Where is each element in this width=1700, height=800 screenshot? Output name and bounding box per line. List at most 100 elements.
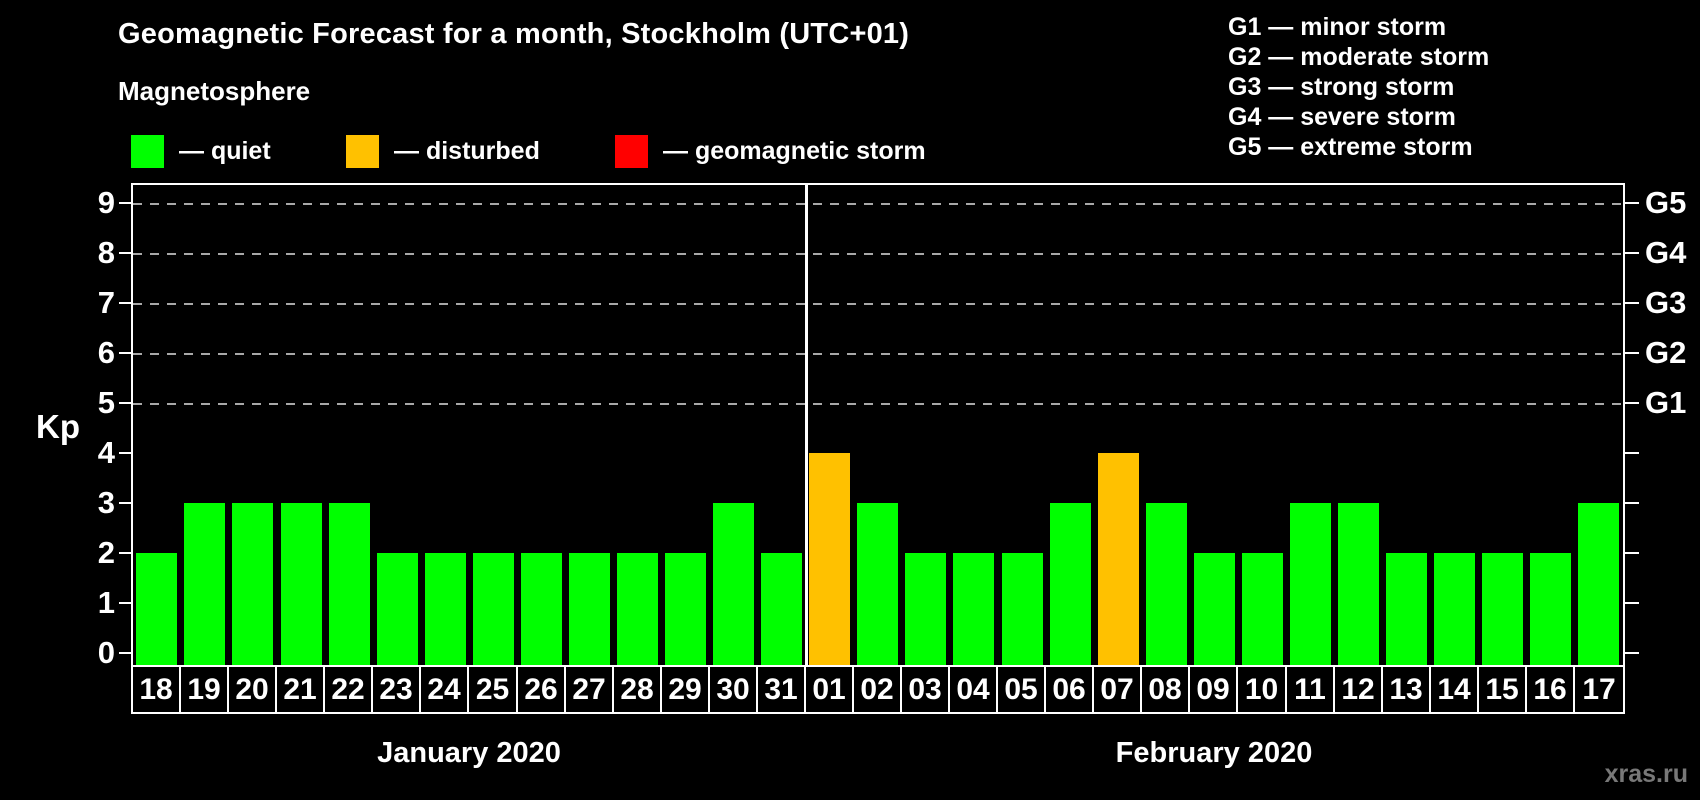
day-cell-30: 30 xyxy=(710,667,758,712)
y-tick-right-0 xyxy=(1625,652,1639,654)
y-tick-left-2 xyxy=(119,552,131,554)
y-tick-label-5: 5 xyxy=(97,385,115,420)
kp-bar-19 xyxy=(184,503,225,665)
y-tick-right-7 xyxy=(1625,302,1639,304)
legend-item-quiet: — quiet xyxy=(131,135,271,168)
kp-bar-15 xyxy=(1482,553,1523,665)
gridline-kp5 xyxy=(133,403,1623,405)
y-tick-right-2 xyxy=(1625,552,1639,554)
storm-color-swatch xyxy=(615,135,648,168)
day-cell-26: 26 xyxy=(518,667,566,712)
watermark: xras.ru xyxy=(1604,760,1688,788)
y-tick-label-9: 9 xyxy=(97,185,115,220)
y-tick-label-8: 8 xyxy=(97,235,115,270)
day-cell-15: 15 xyxy=(1479,667,1527,712)
y-axis-title: Kp xyxy=(36,408,80,445)
day-cell-07: 07 xyxy=(1094,667,1142,712)
y-tick-left-0 xyxy=(119,652,131,654)
disturbed-color-swatch xyxy=(346,135,379,168)
day-cell-11: 11 xyxy=(1287,667,1335,712)
kp-bar-16 xyxy=(1530,553,1571,665)
plot-area xyxy=(131,183,1625,665)
y-tick-label-7: 7 xyxy=(97,285,115,320)
kp-bar-24 xyxy=(425,553,466,665)
right-axis-label-g5: G5 xyxy=(1645,185,1687,220)
y-tick-left-8 xyxy=(119,252,131,254)
day-axis-row: 18 19 20 21 22 23 24 25 26 27 28 29 30 31 01 02 03 04 05 06… xyxy=(131,665,1625,714)
kp-bar-29 xyxy=(665,553,706,665)
day-cell-27: 27 xyxy=(566,667,614,712)
month-separator xyxy=(805,185,808,665)
y-tick-left-7 xyxy=(119,302,131,304)
kp-bar-10 xyxy=(1242,553,1283,665)
kp-bar-04 xyxy=(953,553,994,665)
kp-bar-09 xyxy=(1194,553,1235,665)
kp-bar-30 xyxy=(713,503,754,665)
storm-scale-g5: G5 — extreme storm xyxy=(1228,133,1473,161)
kp-bar-02 xyxy=(857,503,898,665)
kp-bar-22 xyxy=(329,503,370,665)
day-cell-18: 18 xyxy=(133,667,181,712)
y-tick-left-5 xyxy=(119,402,131,404)
y-tick-left-4 xyxy=(119,452,131,454)
day-cell-25: 25 xyxy=(469,667,518,712)
right-axis-label-g4: G4 xyxy=(1645,235,1687,270)
y-tick-label-0: 0 xyxy=(97,635,115,670)
right-axis-label-g3: G3 xyxy=(1645,285,1687,320)
storm-scale-legend: G1 — minor storm G2 — moderate storm G3 … xyxy=(1228,12,1489,162)
gridline-kp8 xyxy=(133,253,1623,255)
month-label-february: February 2020 xyxy=(1115,737,1313,769)
kp-bar-08 xyxy=(1146,503,1187,665)
day-cell-24: 24 xyxy=(421,667,469,712)
kp-bar-26 xyxy=(521,553,562,665)
y-tick-right-8 xyxy=(1625,252,1639,254)
kp-bar-27 xyxy=(569,553,610,665)
y-tick-label-6: 6 xyxy=(97,335,115,370)
day-cell-04: 04 xyxy=(950,667,998,712)
day-cell-16: 16 xyxy=(1527,667,1575,712)
legend-label-quiet: — quiet xyxy=(179,137,271,165)
day-cell-03: 03 xyxy=(902,667,950,712)
day-cell-19: 19 xyxy=(181,667,229,712)
legend-label-disturbed: — disturbed xyxy=(394,137,540,165)
day-cell-22: 22 xyxy=(325,667,373,712)
kp-bar-07 xyxy=(1098,453,1139,665)
y-tick-right-4 xyxy=(1625,452,1639,454)
storm-scale-g3: G3 — strong storm xyxy=(1228,73,1455,101)
kp-bar-05 xyxy=(1002,553,1043,665)
kp-bar-18 xyxy=(136,553,177,665)
right-axis-label-g2: G2 xyxy=(1645,335,1687,370)
right-axis-label-g1: G1 xyxy=(1645,385,1687,420)
y-tick-right-3 xyxy=(1625,502,1639,504)
kp-bar-01 xyxy=(809,453,850,665)
day-cell-06: 06 xyxy=(1046,667,1094,712)
day-cell-21: 21 xyxy=(277,667,325,712)
storm-scale-g2: G2 — moderate storm xyxy=(1228,43,1490,71)
y-tick-left-3 xyxy=(119,502,131,504)
y-tick-right-9 xyxy=(1625,202,1639,204)
day-cell-14: 14 xyxy=(1431,667,1479,712)
kp-bar-12 xyxy=(1338,503,1379,665)
legend-label-storm: — geomagnetic storm xyxy=(663,137,926,165)
y-tick-right-5 xyxy=(1625,402,1639,404)
kp-bar-03 xyxy=(905,553,946,665)
y-tick-label-1: 1 xyxy=(97,585,115,620)
kp-bar-06 xyxy=(1050,503,1091,665)
kp-bar-14 xyxy=(1434,553,1475,665)
y-tick-label-3: 3 xyxy=(97,485,115,520)
day-cell-13: 13 xyxy=(1383,667,1431,712)
day-cell-01: 01 xyxy=(806,667,854,712)
kp-bar-23 xyxy=(377,553,418,665)
y-tick-right-6 xyxy=(1625,352,1639,354)
gridline-kp9 xyxy=(133,203,1623,205)
quiet-color-swatch xyxy=(131,135,164,168)
kp-bar-28 xyxy=(617,553,658,665)
legend-item-disturbed: — disturbed xyxy=(346,135,540,168)
kp-bar-31 xyxy=(761,553,802,665)
y-tick-label-2: 2 xyxy=(97,535,115,570)
magnetosphere-legend-title: Magnetosphere xyxy=(118,76,311,106)
storm-scale-g1: G1 — minor storm xyxy=(1228,13,1447,41)
y-tick-right-1 xyxy=(1625,602,1639,604)
kp-bar-17 xyxy=(1578,503,1619,665)
